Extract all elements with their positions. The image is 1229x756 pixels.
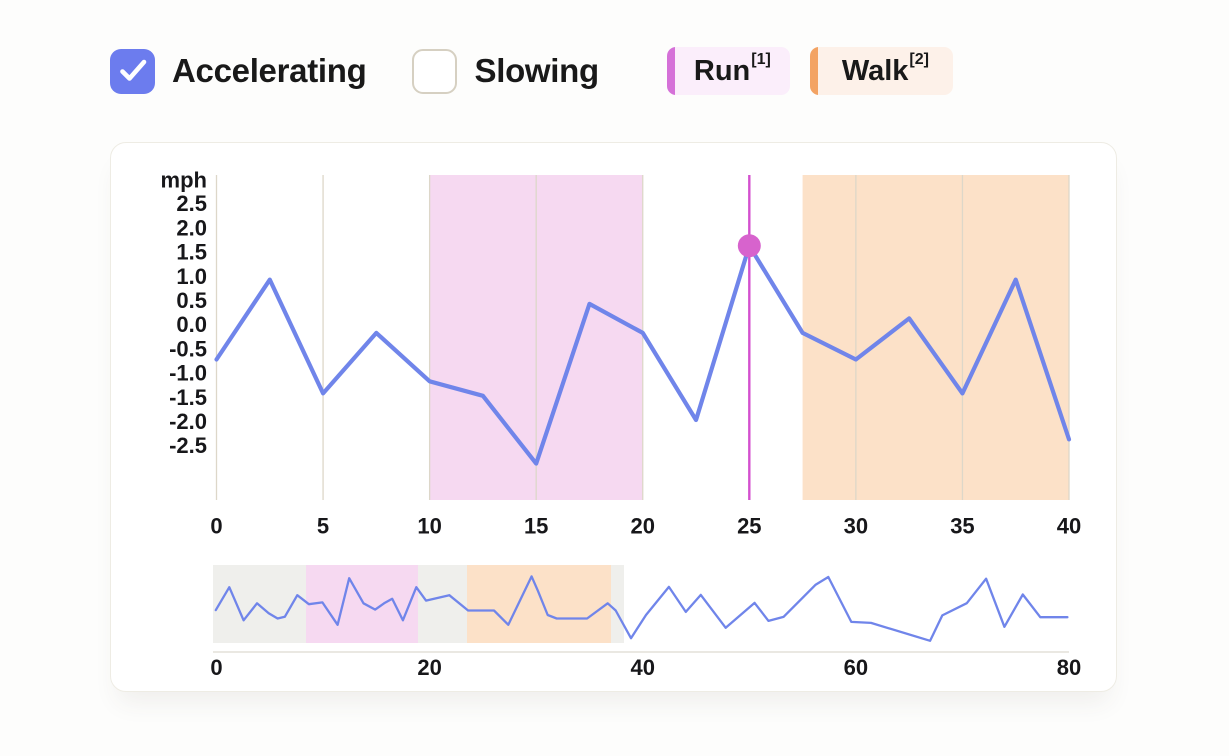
svg-text:2.5: 2.5: [176, 191, 207, 216]
svg-text:5: 5: [317, 514, 329, 539]
svg-text:25: 25: [737, 514, 761, 539]
svg-text:-0.5: -0.5: [169, 336, 207, 361]
svg-text:10: 10: [417, 514, 441, 539]
svg-text:2.0: 2.0: [176, 215, 207, 240]
svg-text:40: 40: [631, 655, 655, 680]
svg-text:0: 0: [210, 655, 222, 680]
svg-text:20: 20: [417, 655, 441, 680]
svg-text:35: 35: [950, 514, 974, 539]
svg-text:-2.5: -2.5: [169, 433, 207, 458]
svg-text:20: 20: [631, 514, 655, 539]
svg-text:1.5: 1.5: [176, 240, 207, 265]
svg-text:30: 30: [844, 514, 868, 539]
svg-text:15: 15: [524, 514, 548, 539]
svg-text:0.5: 0.5: [176, 288, 207, 313]
svg-text:1.0: 1.0: [176, 264, 207, 289]
svg-text:-1.0: -1.0: [169, 361, 207, 386]
svg-text:0: 0: [210, 514, 222, 539]
svg-text:40: 40: [1057, 514, 1081, 539]
svg-text:mph: mph: [161, 167, 207, 192]
svg-text:80: 80: [1057, 655, 1081, 680]
svg-text:60: 60: [844, 655, 868, 680]
svg-text:0.0: 0.0: [176, 312, 207, 337]
svg-text:-2.0: -2.0: [169, 409, 207, 434]
svg-text:-1.5: -1.5: [169, 385, 207, 410]
